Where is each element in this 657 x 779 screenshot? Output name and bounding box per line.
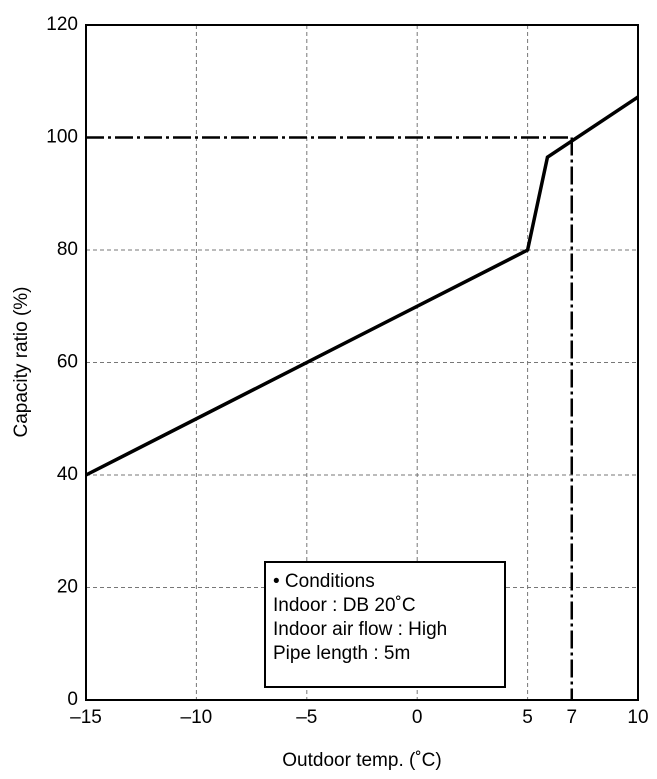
x-tick-label: –15: [70, 707, 102, 728]
y-tick-label: 80: [57, 239, 78, 260]
x-axis-label: Outdoor temp. (˚C): [282, 750, 441, 771]
x-tick-label: 5: [522, 707, 533, 728]
x-tick-label: 10: [627, 707, 648, 728]
y-tick-label: 20: [57, 577, 78, 598]
x-tick-label: –10: [181, 707, 213, 728]
x-tick-label: 0: [412, 707, 423, 728]
y-tick-label: 120: [46, 14, 78, 35]
annotation-text: Indoor air flow : High: [273, 619, 447, 640]
annotation-text: Indoor : DB 20˚C: [273, 595, 416, 616]
data-line: [85, 95, 639, 477]
y-axis-label: Capacity ratio (%): [11, 287, 32, 438]
annotation-box: [264, 561, 506, 688]
y-tick-label: 100: [46, 127, 78, 148]
plot-frame: [85, 24, 639, 701]
y-tick-label: 40: [57, 464, 78, 485]
y-tick-label: 0: [67, 689, 78, 710]
x-tick-label: –5: [296, 707, 317, 728]
annotation-text: Pipe length : 5m: [273, 643, 410, 664]
y-tick-label: 60: [57, 352, 78, 373]
annotation-text: • Conditions: [273, 571, 375, 592]
x-tick-label: 7: [566, 707, 577, 728]
